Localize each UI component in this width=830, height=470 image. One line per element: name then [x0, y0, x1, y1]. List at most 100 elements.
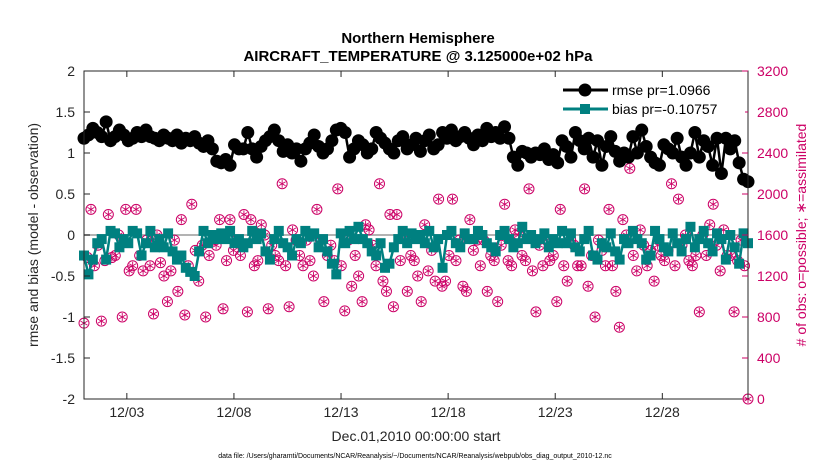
- bias-point: [344, 225, 355, 236]
- possible-obs-circle: [200, 311, 212, 323]
- bias-series: [79, 221, 753, 281]
- assimilated-obs-star: [434, 196, 443, 202]
- assimilated-obs-star: [532, 309, 540, 315]
- assimilated-obs-star: [650, 278, 658, 284]
- bias-point: [300, 225, 311, 236]
- possible-obs-circle: [464, 214, 476, 226]
- assimilated-obs-star: [521, 258, 530, 264]
- bias-point: [96, 234, 107, 245]
- assimilated-obs-star: [254, 258, 262, 264]
- bias-point: [233, 234, 244, 245]
- assimilated-obs-star: [215, 217, 224, 223]
- assimilated-obs-star: [615, 324, 624, 330]
- assimilated-obs-star: [156, 260, 165, 266]
- obs-count-marker: [523, 183, 535, 195]
- obs-count-marker: [161, 296, 173, 308]
- assimilated-obs-star: [459, 283, 467, 289]
- obs-count-marker: [252, 255, 264, 267]
- assimilated-obs-star: [396, 258, 405, 264]
- possible-obs-circle: [551, 296, 563, 308]
- rmse-point: [595, 158, 609, 172]
- possible-obs-circle: [582, 280, 594, 292]
- bias-point: [490, 246, 501, 257]
- bias-point: [534, 234, 545, 245]
- assimilated-obs-star: [257, 222, 265, 228]
- assimilated-obs-star: [556, 206, 564, 212]
- possible-obs-circle: [186, 198, 198, 210]
- obs-count-marker: [464, 214, 476, 226]
- rmse-point: [396, 130, 410, 144]
- obs-count-marker: [248, 260, 260, 272]
- bias-point: [123, 238, 134, 249]
- assimilated-obs-star: [87, 206, 95, 212]
- bias-point: [335, 228, 346, 239]
- assimilated-obs-star: [219, 306, 227, 312]
- bias-point: [557, 225, 568, 236]
- possible-obs-circle: [353, 270, 365, 282]
- assimilated-obs-star: [146, 263, 154, 269]
- rmse-point: [223, 158, 237, 172]
- assimilated-obs-star: [414, 273, 422, 279]
- possible-obs-circle: [408, 255, 420, 267]
- bias-point: [384, 258, 395, 269]
- obs-count-marker: [154, 257, 166, 269]
- possible-obs-circle: [617, 214, 629, 226]
- obs-count-marker: [422, 265, 434, 277]
- rmse-point: [732, 156, 746, 170]
- rmse-point: [630, 146, 644, 160]
- possible-obs-circle: [144, 260, 156, 272]
- possible-obs-circle: [387, 301, 399, 313]
- bias-point: [260, 246, 271, 257]
- assimilated-obs-star: [320, 299, 328, 305]
- possible-obs-circle: [648, 275, 660, 287]
- bias-point: [574, 246, 585, 257]
- obs-count-marker: [714, 265, 726, 277]
- possible-obs-circle: [526, 265, 538, 277]
- possible-obs-circle: [130, 203, 142, 215]
- rmse-point: [604, 130, 618, 144]
- assimilated-obs-star: [163, 299, 172, 305]
- possible-obs-circle: [579, 183, 591, 195]
- bias-point: [220, 234, 231, 245]
- possible-obs-circle: [506, 260, 518, 272]
- assimilated-obs-star: [528, 268, 537, 274]
- assimilated-obs-star: [160, 273, 168, 279]
- bias-point: [371, 250, 382, 261]
- bias-point: [459, 228, 470, 239]
- assimilated-obs-star: [236, 253, 245, 258]
- assimilated-obs-star: [313, 206, 321, 212]
- assimilated-obs-star: [174, 288, 182, 294]
- possible-obs-circle: [102, 209, 114, 220]
- y-right-tick-label: 400: [757, 350, 781, 366]
- rmse-point: [511, 158, 525, 172]
- legend-rmse-marker: [578, 83, 592, 97]
- assimilated-obs-star: [685, 258, 693, 264]
- bias-point: [393, 234, 404, 245]
- assimilated-obs-star: [549, 253, 558, 258]
- assimilated-obs-star: [264, 306, 272, 312]
- y-right-tick-label: 3200: [757, 63, 788, 79]
- bias-point: [388, 242, 399, 253]
- y-tick-label: 2: [67, 63, 75, 79]
- rmse-point: [205, 142, 219, 156]
- assimilated-obs-star: [167, 268, 175, 274]
- y-axis-label: rmse and bias (model - observation): [25, 123, 41, 347]
- rmse-point: [365, 142, 379, 156]
- assimilated-obs-star: [612, 288, 620, 294]
- possible-obs-circle: [283, 301, 295, 313]
- assimilated-obs-star: [274, 258, 283, 264]
- y-tick-label: -2: [63, 391, 76, 407]
- possible-obs-circle: [467, 244, 479, 256]
- assimilated-obs-star: [674, 196, 683, 202]
- possible-obs-circle: [363, 224, 375, 236]
- assimilated-obs-star: [695, 309, 704, 315]
- assimilated-obs-star: [608, 263, 617, 269]
- assimilated-obs-star: [118, 314, 126, 320]
- possible-obs-circle: [384, 209, 396, 220]
- assimilated-obs-star: [122, 206, 130, 212]
- bias-point: [225, 225, 236, 236]
- obs-count-marker: [582, 280, 594, 292]
- bias-point: [689, 242, 700, 253]
- obs-count-marker: [165, 265, 177, 277]
- possible-obs-circle: [572, 260, 584, 272]
